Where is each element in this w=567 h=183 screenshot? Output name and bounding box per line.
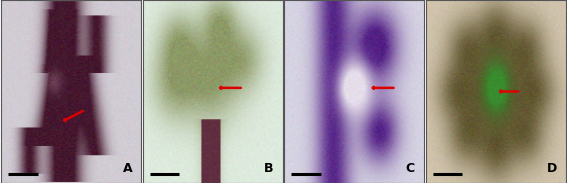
Text: C: C (406, 162, 415, 175)
Text: D: D (547, 162, 557, 175)
Text: A: A (122, 162, 132, 175)
Text: B: B (264, 162, 274, 175)
